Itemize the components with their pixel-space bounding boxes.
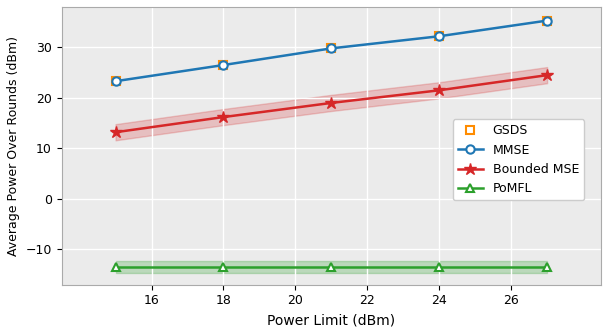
Line: PoMFL: PoMFL [111, 263, 551, 271]
Line: Bounded MSE: Bounded MSE [109, 69, 553, 139]
GSDS [544, 19, 551, 23]
X-axis label: Power Limit (dBm): Power Limit (dBm) [268, 313, 395, 327]
GSDS [112, 79, 119, 83]
Line: GSDS: GSDS [112, 17, 551, 85]
Y-axis label: Average Power Over Rounds (dBm): Average Power Over Rounds (dBm) [7, 36, 20, 256]
MMSE [328, 46, 335, 50]
PoMFL [112, 265, 119, 269]
PoMFL [328, 265, 335, 269]
GSDS [328, 46, 335, 50]
PoMFL [219, 265, 227, 269]
MMSE [544, 19, 551, 23]
MMSE [435, 34, 443, 38]
PoMFL [435, 265, 443, 269]
GSDS [219, 63, 227, 67]
MMSE [112, 79, 119, 83]
PoMFL [544, 265, 551, 269]
Bounded MSE [328, 101, 335, 105]
Bounded MSE [435, 88, 443, 92]
Bounded MSE [544, 73, 551, 77]
Line: MMSE: MMSE [111, 16, 551, 86]
MMSE [219, 63, 227, 67]
Bounded MSE [219, 115, 227, 119]
Bounded MSE [112, 130, 119, 134]
GSDS [435, 34, 443, 38]
Legend: GSDS, MMSE, Bounded MSE, PoMFL: GSDS, MMSE, Bounded MSE, PoMFL [452, 119, 584, 200]
